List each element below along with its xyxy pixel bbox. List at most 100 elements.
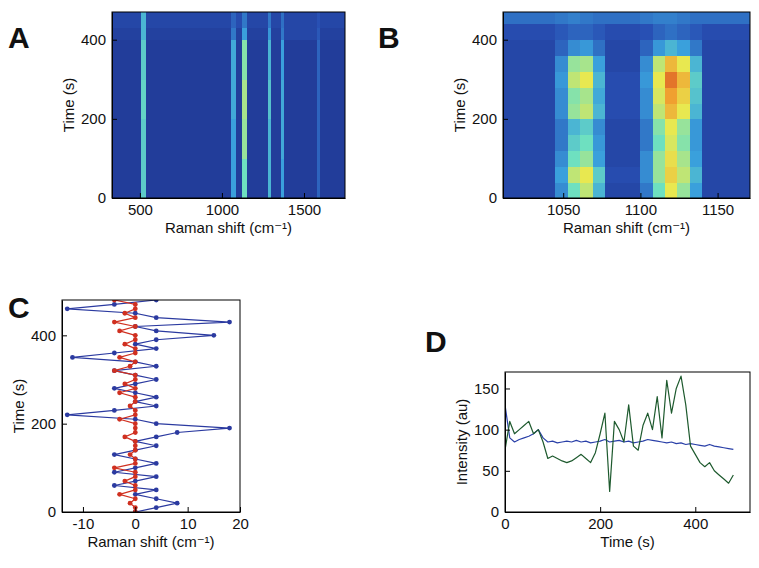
tick-label: 500 bbox=[128, 201, 153, 218]
heatmap-cell bbox=[503, 135, 556, 151]
series-point bbox=[112, 452, 117, 457]
heatmap-cell bbox=[605, 166, 641, 182]
heatmap-cell bbox=[653, 135, 666, 151]
heatmap-cell bbox=[146, 40, 232, 80]
axis-line bbox=[506, 512, 751, 513]
tick: 1100 bbox=[625, 193, 657, 218]
heatmap-cell bbox=[555, 166, 568, 182]
heatmap-cell bbox=[580, 166, 593, 182]
series-point bbox=[133, 346, 138, 351]
heatmap-cell bbox=[665, 103, 678, 119]
series-point bbox=[128, 404, 133, 409]
heatmap-cell bbox=[146, 12, 232, 28]
heatmap-cell bbox=[640, 12, 653, 24]
heatmap-cell bbox=[271, 119, 281, 159]
heatmap-cell bbox=[580, 135, 593, 151]
heatmap-cell bbox=[605, 40, 641, 56]
tick-mark bbox=[62, 512, 67, 513]
heatmap-cell bbox=[231, 119, 236, 159]
tick-mark bbox=[140, 193, 141, 198]
series-point bbox=[128, 452, 133, 457]
series-point bbox=[122, 479, 127, 484]
series-point bbox=[133, 443, 138, 448]
tick: 100 bbox=[474, 421, 510, 438]
heatmap-cell bbox=[593, 24, 606, 40]
series-point bbox=[133, 426, 138, 431]
tick-label: 1100 bbox=[625, 201, 657, 218]
heatmap-cell bbox=[580, 40, 593, 56]
y-axis: 0200400 bbox=[472, 13, 508, 207]
heatmap-cell bbox=[503, 182, 556, 198]
heatmap-cell bbox=[112, 158, 141, 198]
heatmap-cell bbox=[242, 28, 247, 40]
series-point bbox=[133, 324, 138, 329]
heatmap-cell bbox=[640, 166, 653, 182]
series-point bbox=[122, 382, 127, 387]
x-axis: -1001020 bbox=[63, 507, 249, 532]
plot-area bbox=[65, 300, 232, 512]
x-axis-title: Time (s) bbox=[600, 533, 654, 550]
tick-mark bbox=[62, 335, 67, 336]
heatmap-cell bbox=[665, 151, 678, 167]
heatmap-cell bbox=[568, 40, 581, 56]
heatmap-cell bbox=[593, 40, 606, 56]
heatmap-cell bbox=[320, 28, 345, 40]
heatmap-cell bbox=[503, 103, 556, 119]
tick-label: 1150 bbox=[702, 201, 734, 218]
heatmap-cell bbox=[690, 119, 703, 135]
tick-label: 400 bbox=[472, 31, 497, 48]
tick-mark bbox=[62, 424, 67, 425]
series-point bbox=[154, 443, 159, 448]
heatmap-cell bbox=[593, 135, 606, 151]
heatmap-cell bbox=[677, 103, 690, 119]
heatmap-cell bbox=[555, 87, 568, 103]
tick-label: 100 bbox=[474, 421, 499, 438]
series-point bbox=[175, 501, 180, 506]
tick-mark bbox=[505, 512, 510, 513]
y-axis-title: Time (s) bbox=[60, 78, 77, 132]
heatmap-cell bbox=[268, 40, 272, 80]
series-point bbox=[122, 311, 127, 316]
heatmap-cell bbox=[284, 28, 317, 40]
heatmap-cell bbox=[555, 119, 568, 135]
tick-mark bbox=[505, 471, 510, 472]
heatmap-cell bbox=[690, 40, 703, 56]
series-point bbox=[133, 448, 138, 453]
series-point bbox=[175, 430, 180, 435]
heatmap-cell bbox=[271, 158, 281, 198]
series-point bbox=[133, 373, 138, 378]
heatmap-cell bbox=[503, 71, 556, 87]
heatmap-cell bbox=[690, 151, 703, 167]
heatmap-cell bbox=[640, 135, 653, 151]
heatmap-cell bbox=[503, 40, 556, 56]
heatmap-cell bbox=[640, 87, 653, 103]
series-point bbox=[133, 390, 138, 395]
heatmap-cell bbox=[702, 182, 750, 198]
tick-label: 200 bbox=[81, 110, 106, 127]
heatmap-cell bbox=[503, 12, 556, 24]
series-point bbox=[154, 346, 159, 351]
plot-area bbox=[112, 12, 345, 198]
series-point bbox=[133, 430, 138, 435]
heatmap-cell bbox=[317, 40, 321, 80]
heatmap-cell bbox=[702, 56, 750, 72]
tick-mark bbox=[112, 119, 117, 120]
series-point bbox=[154, 364, 159, 369]
series-point bbox=[112, 408, 117, 413]
heatmap-cell bbox=[702, 135, 750, 151]
heatmap-cell bbox=[236, 40, 242, 80]
heatmap-cell bbox=[146, 79, 232, 119]
series-point bbox=[154, 337, 159, 342]
panel-letter: B bbox=[378, 21, 400, 54]
axis-line bbox=[505, 373, 506, 513]
heatmap-cell bbox=[677, 56, 690, 72]
heatmap-cell bbox=[236, 28, 242, 40]
heatmap-cell bbox=[281, 40, 285, 80]
tick: 200 bbox=[31, 415, 67, 432]
x-axis: 105011001150 bbox=[504, 193, 751, 218]
tick: 400 bbox=[683, 507, 708, 532]
series-point bbox=[154, 395, 159, 400]
heatmap-cell bbox=[653, 119, 666, 135]
heatmap-cell bbox=[568, 135, 581, 151]
heatmap-cell bbox=[702, 119, 750, 135]
